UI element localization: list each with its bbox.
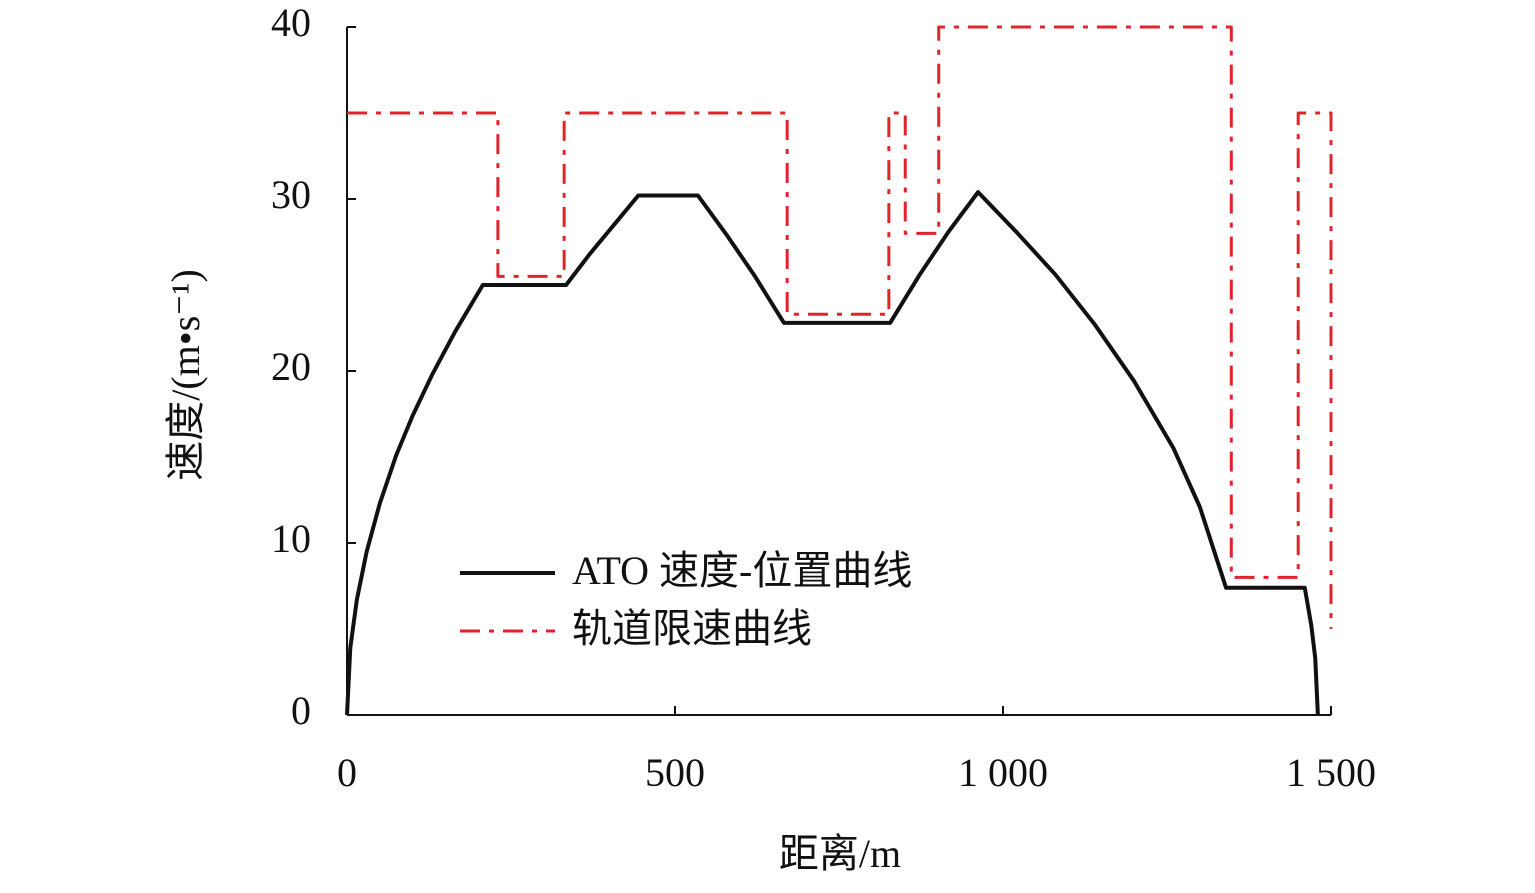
y-tick-label: 30 (271, 172, 311, 217)
series-line (347, 25, 1333, 629)
y-tick-label: 20 (271, 344, 311, 389)
x-tick-label: 1 500 (1286, 750, 1376, 795)
y-tick-label: 0 (291, 688, 311, 733)
y-tick-label: 10 (271, 516, 311, 561)
x-axis-label: 距离/m (779, 831, 901, 876)
series-line (345, 190, 1320, 716)
x-tick-label: 0 (337, 750, 357, 795)
x-tick-label: 1 000 (958, 750, 1048, 795)
x-tick-label: 500 (645, 750, 705, 795)
legend-label: ATO 速度-位置曲线 (572, 548, 912, 593)
legend-label: 轨道限速曲线 (572, 606, 812, 651)
y-axis-label: 速度/(m•s⁻¹) (163, 269, 208, 481)
y-tick-label: 40 (271, 0, 311, 45)
